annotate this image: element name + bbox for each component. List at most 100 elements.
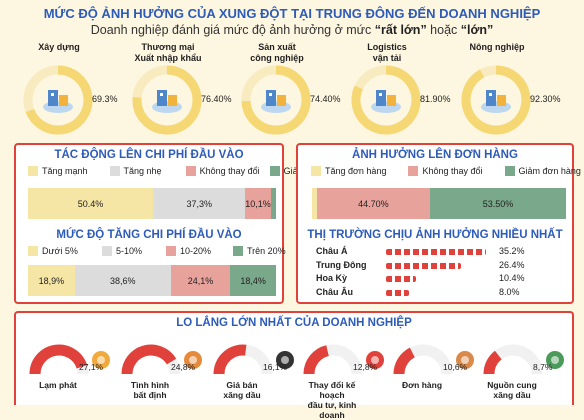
worry-item: 27,1% Lạm phát xyxy=(27,334,115,404)
legend-item: 10-20% xyxy=(165,246,211,256)
sector-gauge-chart xyxy=(351,65,421,135)
gauge-value-arc xyxy=(25,65,93,135)
legend-item: Không thay đổi xyxy=(185,166,260,176)
worry-gauge-chart xyxy=(121,344,202,375)
cost-impact-segment: 37,3% xyxy=(152,188,246,219)
fuel-barrel-icon xyxy=(276,351,294,369)
farm-icon xyxy=(481,90,511,113)
legend-label: Tăng nhẹ xyxy=(123,166,162,176)
logistics-icon xyxy=(371,90,401,113)
sector-gauge: Thương mại Xuất nhập khẩu 76.40% xyxy=(131,42,241,136)
orders-panel xyxy=(296,143,574,304)
worry-value: 10,6% xyxy=(443,362,468,372)
fuel-pump-icon xyxy=(546,351,564,369)
worry-gauge-chart xyxy=(213,344,294,375)
worry-value: 8,7% xyxy=(533,362,553,372)
orders-impact-segment: 44.70% xyxy=(316,188,431,219)
legend-item: Không thay đổi xyxy=(408,166,483,176)
legend-item: Tăng nhẹ xyxy=(109,166,162,176)
legend-item: Tăng đơn hàng xyxy=(311,166,386,176)
cost-increase-title: MỨC ĐỘ TĂNG CHI PHÍ ĐẦU VÀO xyxy=(56,229,242,241)
worry-item: 8,7% Nguồn cung xăng dầu xyxy=(481,334,569,404)
gauge-value-arc xyxy=(303,345,330,375)
market-row: Châu Á 35.2% xyxy=(316,246,546,258)
cost-increase-segment: 18,9% xyxy=(28,265,75,296)
worry-label: Thay đổi kế hoạch đầu tư, kinh doanh xyxy=(307,380,357,420)
worry-value: 24,8% xyxy=(171,362,196,372)
market-name: Hoa Kỳ xyxy=(316,273,348,283)
sector-gauge-chart xyxy=(461,65,531,135)
cost-increase-segment: 38,6% xyxy=(74,265,171,296)
worry-label: Giá bán xăng dầu xyxy=(223,380,261,400)
market-value: 35.2% xyxy=(499,246,525,256)
page-subtitle: Doanh nghiệp đánh giá mức độ ảnh hưởng ở… xyxy=(90,23,494,37)
legend-swatch xyxy=(232,246,243,256)
gauge-value-arc xyxy=(241,65,311,135)
sector-label: Thương mại Xuất nhập khẩu xyxy=(134,42,202,63)
gauge-value-arc xyxy=(29,344,88,375)
legend-label: Giảm đơn hàng xyxy=(518,166,581,176)
cost-impact-legend: Tăng mạnh Tăng nhẹ Không thay đổi Giảm xyxy=(28,166,305,176)
market-name: Trung Đông xyxy=(316,259,367,270)
legend-swatch xyxy=(109,166,120,176)
cost-increase-bar: 18,9% 38,6% 24,1% 18,4% xyxy=(28,265,276,296)
cost-impact-segment: 50.4% xyxy=(28,188,153,219)
legend-label: Không thay đổi xyxy=(199,166,260,176)
page-title: MỨC ĐỘ ẢNH HƯỞNG CỦA XUNG ĐỘT TẠI TRUNG … xyxy=(43,6,541,21)
orders-impact-title: ẢNH HƯỞNG LÊN ĐƠN HÀNG xyxy=(352,149,518,161)
sector-gauge: Nông nghiệp 92.30% xyxy=(460,42,570,136)
market-value: 10.4% xyxy=(499,273,525,283)
worry-value: 12,8% xyxy=(353,362,378,372)
gauge-value-arc xyxy=(461,65,531,135)
worry-item: 12,8% Thay đổi kế hoạch đầu tư, kinh doanh xyxy=(301,334,389,420)
legend-item: Giảm đơn hàng xyxy=(504,166,581,176)
cost-impact-segment xyxy=(270,188,276,219)
sector-gauge: Logistics vận tải 81.90% xyxy=(350,42,460,136)
worry-gauge-chart xyxy=(483,344,564,375)
cost-increase-segment: 24,1% xyxy=(170,265,231,296)
worry-label: Nguồn cung xăng dầu xyxy=(487,380,537,400)
sector-gauge-chart xyxy=(23,65,93,135)
market-value: 8.0% xyxy=(499,286,520,297)
worry-item: 10,6% Đơn hàng xyxy=(391,334,479,404)
market-name: Châu Á xyxy=(316,246,348,256)
legend-item: Giảm xyxy=(269,166,306,176)
legend-swatch xyxy=(101,246,112,256)
worry-gauge-chart xyxy=(393,344,474,375)
market-row: Hoa Kỳ 10.4% xyxy=(316,273,546,285)
market-row: Trung Đông 26.4% xyxy=(316,260,546,272)
worry-item: 16,1% Giá bán xăng dầu xyxy=(211,334,299,404)
sector-label: Xây dựng xyxy=(38,42,80,52)
gauge-value-arc xyxy=(121,344,177,375)
factory-icon xyxy=(261,90,291,113)
market-bar xyxy=(386,276,416,282)
orders-impact-legend: Tăng đơn hàng Không thay đổi Giảm đơn hàng xyxy=(311,166,581,176)
legend-swatch xyxy=(408,166,419,176)
gauge-value-arc xyxy=(351,65,421,135)
delivery-box-icon xyxy=(456,351,474,369)
sector-value: 76.40% xyxy=(201,94,232,104)
sector-gauge-chart xyxy=(132,65,202,135)
legend-item: Tăng mạnh xyxy=(28,166,88,176)
market-bar xyxy=(386,289,409,296)
gauge-value-arc xyxy=(132,65,202,135)
trade-map-icon xyxy=(152,90,182,113)
cost-impact-bar: 50.4% 37,3% 10,1% xyxy=(28,188,276,219)
legend-label: Không thay đổi xyxy=(422,166,483,176)
legend-swatch xyxy=(185,166,196,176)
sector-gauge-chart xyxy=(241,65,311,135)
legend-label: Dưới 5% xyxy=(42,246,78,256)
sector-label: Nông nghiệp xyxy=(469,42,525,52)
legend-label: Trên 20% xyxy=(246,246,286,256)
legend-label: 10-20% xyxy=(179,246,211,256)
legend-label: Giảm xyxy=(283,166,306,176)
sector-label: Sản xuất công nghiệp xyxy=(250,42,304,63)
legend-item: Dưới 5% xyxy=(28,246,78,256)
cost-impact-segment: 10,1% xyxy=(245,188,271,219)
cost-increase-segment: 18,4% xyxy=(230,265,276,296)
gauge-value-arc xyxy=(213,344,247,375)
worry-item: 24,8% Tình hình bất định xyxy=(119,334,207,404)
legend-label: Tăng mạnh xyxy=(42,166,88,176)
sector-value: 69.3% xyxy=(92,94,118,104)
legend-swatch xyxy=(28,166,38,176)
